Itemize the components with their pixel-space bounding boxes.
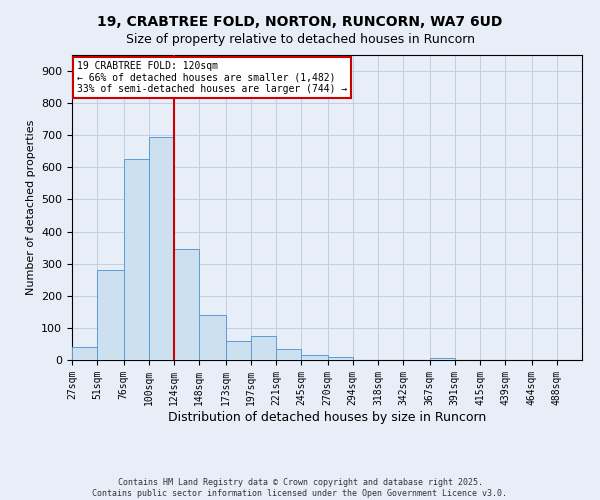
Bar bbox=[276, 349, 301, 360]
Y-axis label: Number of detached properties: Number of detached properties bbox=[26, 120, 35, 295]
Bar bbox=[251, 336, 276, 360]
Bar bbox=[199, 315, 226, 360]
Text: 19, CRABTREE FOLD, NORTON, RUNCORN, WA7 6UD: 19, CRABTREE FOLD, NORTON, RUNCORN, WA7 … bbox=[97, 15, 503, 29]
Bar bbox=[328, 357, 353, 360]
Bar bbox=[97, 270, 124, 360]
Text: Size of property relative to detached houses in Runcorn: Size of property relative to detached ho… bbox=[125, 32, 475, 46]
X-axis label: Distribution of detached houses by size in Runcorn: Distribution of detached houses by size … bbox=[168, 410, 486, 424]
Bar bbox=[124, 160, 149, 360]
Text: 19 CRABTREE FOLD: 120sqm
← 66% of detached houses are smaller (1,482)
33% of sem: 19 CRABTREE FOLD: 120sqm ← 66% of detach… bbox=[77, 61, 347, 94]
Bar bbox=[149, 137, 174, 360]
Bar bbox=[226, 340, 251, 360]
Bar bbox=[72, 347, 97, 360]
Bar bbox=[301, 355, 328, 360]
Bar bbox=[174, 249, 199, 360]
Bar bbox=[430, 358, 455, 360]
Text: Contains HM Land Registry data © Crown copyright and database right 2025.
Contai: Contains HM Land Registry data © Crown c… bbox=[92, 478, 508, 498]
